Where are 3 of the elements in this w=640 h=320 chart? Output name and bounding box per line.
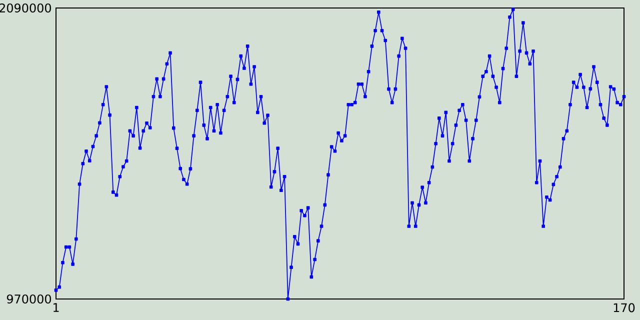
x-tick-label: 170	[614, 303, 635, 312]
x-tick-label: 1	[54, 303, 59, 312]
y-tick-label: 970000	[6, 294, 52, 304]
